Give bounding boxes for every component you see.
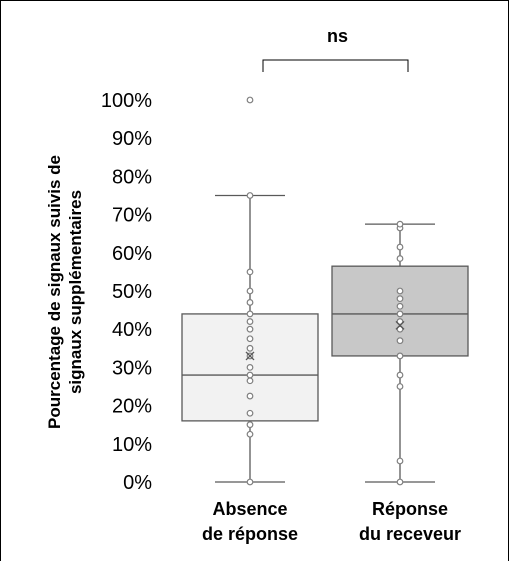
mean-marker xyxy=(395,320,405,330)
x-tick-label: du receveur xyxy=(359,524,461,544)
data-point xyxy=(396,318,404,325)
x-tick-label: Absence xyxy=(212,499,287,519)
data-point xyxy=(396,478,404,486)
y-tick-label: 80% xyxy=(112,166,152,188)
y-tick-label: 70% xyxy=(112,205,152,227)
data-point xyxy=(246,478,254,486)
x-axis-labels: Absence de réponse Réponse du receveur xyxy=(202,499,461,544)
data-point xyxy=(246,96,254,104)
data-point xyxy=(246,325,254,333)
data-point xyxy=(396,325,404,333)
y-axis-title-line-2: signaux supplémentaires xyxy=(66,190,85,394)
data-point xyxy=(246,299,254,306)
box-group-1 xyxy=(181,96,319,486)
x-tick-label: de réponse xyxy=(202,524,298,544)
significance-label: ns xyxy=(327,26,348,46)
mean-marker xyxy=(245,351,255,361)
data-point xyxy=(246,377,254,385)
data-point xyxy=(246,310,254,318)
data-point xyxy=(246,318,254,325)
data-point xyxy=(396,383,404,390)
data-point xyxy=(246,409,254,417)
y-tick-label: 0% xyxy=(123,472,152,494)
data-point xyxy=(246,392,254,400)
data-point xyxy=(246,430,254,438)
data-point xyxy=(396,295,404,303)
data-point xyxy=(246,371,254,379)
data-point xyxy=(396,352,404,360)
y-tick-label: 30% xyxy=(112,357,152,379)
significance-bracket-line xyxy=(262,59,409,72)
data-point xyxy=(396,310,404,318)
data-point xyxy=(396,255,404,262)
significance-bracket: ns xyxy=(262,26,409,72)
y-tick-label: 20% xyxy=(112,396,152,418)
data-point xyxy=(246,344,254,352)
data-point xyxy=(396,243,404,251)
y-tick-label: 10% xyxy=(112,434,152,456)
y-axis-title-line-1: Pourcentage de signaux suivis de xyxy=(45,155,64,429)
data-point xyxy=(396,337,404,345)
data-point xyxy=(246,335,254,343)
data-point xyxy=(396,371,404,379)
y-axis: 0% 10% 20% 30% 40% 50% 60% 70% 80% 90% 100% xyxy=(101,90,152,494)
data-point xyxy=(396,302,404,310)
data-point xyxy=(396,287,404,295)
y-tick-label: 100% xyxy=(101,90,152,112)
y-tick-label: 60% xyxy=(112,243,152,265)
boxes-layer xyxy=(181,96,469,486)
y-axis-title: Pourcentage de signaux suivis de signaux… xyxy=(45,155,85,429)
data-point xyxy=(246,364,254,371)
data-point xyxy=(246,421,254,429)
data-point xyxy=(396,457,404,465)
data-point xyxy=(246,192,254,199)
y-tick-label: 90% xyxy=(112,128,152,150)
y-tick-label: 40% xyxy=(112,319,152,341)
y-tick-label: 50% xyxy=(112,281,152,303)
data-point xyxy=(396,220,404,228)
data-point xyxy=(246,268,254,276)
data-point xyxy=(246,287,254,295)
box-group-2 xyxy=(331,220,469,486)
x-tick-label: Réponse xyxy=(372,499,448,519)
